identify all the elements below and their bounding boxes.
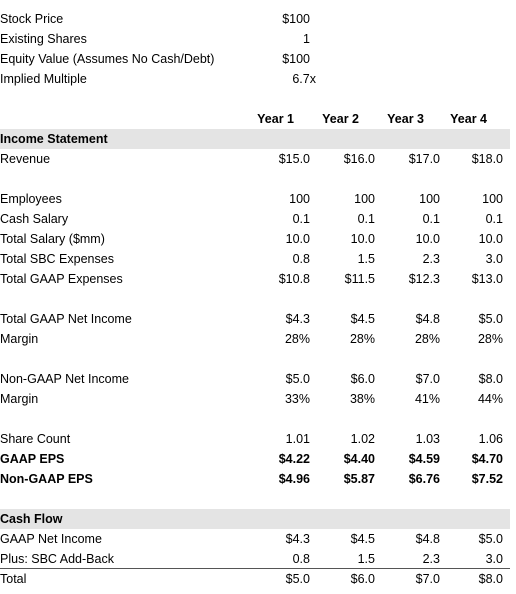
cell-value: $16.0 [343, 152, 375, 166]
cell-value: $4.70 [471, 452, 503, 466]
cell-value: 38% [349, 392, 375, 406]
section-band [0, 509, 510, 529]
row-label: GAAP EPS [0, 452, 65, 466]
row-label: Margin [0, 392, 39, 406]
cell-value: $6.76 [408, 472, 440, 486]
cell-value: 0.8 [292, 252, 310, 266]
cell-value: $5.0 [285, 372, 310, 386]
section-band [0, 129, 510, 149]
cell-value: 0.1 [485, 212, 503, 226]
row-border [0, 568, 510, 569]
cell-value: 1.02 [350, 432, 375, 446]
cell-value: 2.3 [422, 552, 440, 566]
column-header: Year 2 [322, 112, 359, 126]
cell-value: $4.96 [278, 472, 310, 486]
cell-value: 100 [482, 192, 503, 206]
cell-value: 100 [354, 192, 375, 206]
cell-value: 2.3 [422, 252, 440, 266]
cell-value: 41% [414, 392, 440, 406]
cell-value: 1.03 [415, 432, 440, 446]
cell-value: 0.1 [357, 212, 375, 226]
cell-value: 0.1 [292, 212, 310, 226]
row-label: Non-GAAP EPS [0, 472, 93, 486]
summary-label: Implied Multiple [0, 72, 87, 86]
row-label: GAAP Net Income [0, 532, 102, 546]
cell-value: 0.1 [422, 212, 440, 226]
cell-value: $7.0 [415, 372, 440, 386]
summary-value: $100 [282, 52, 310, 66]
row-label: Employees [0, 192, 62, 206]
row-label: Revenue [0, 152, 51, 166]
cell-value: 3.0 [485, 552, 503, 566]
column-header: Year 1 [257, 112, 294, 126]
summary-label: Stock Price [0, 12, 64, 26]
cell-value: $6.0 [350, 372, 375, 386]
cell-value: $4.8 [415, 532, 440, 546]
cell-value: $4.3 [285, 312, 310, 326]
cell-value: $12.3 [408, 272, 440, 286]
cell-value: 10.0 [415, 232, 440, 246]
cell-value: 1.5 [357, 552, 375, 566]
cell-value: 1.01 [285, 432, 310, 446]
cell-value: 100 [289, 192, 310, 206]
cell-value: 44% [477, 392, 503, 406]
row-label: Total Salary ($mm) [0, 232, 105, 246]
cell-value: $4.59 [408, 452, 440, 466]
cell-value: $5.0 [478, 532, 503, 546]
cell-value: $4.22 [278, 452, 310, 466]
section-title: Income Statement [0, 132, 108, 146]
row-label: Cash Salary [0, 212, 69, 226]
summary-label: Equity Value (Assumes No Cash/Debt) [0, 52, 215, 66]
cell-value: $11.5 [344, 272, 375, 286]
section-title: Cash Flow [0, 512, 63, 526]
column-header: Year 4 [450, 112, 487, 126]
cell-value: $5.87 [343, 472, 375, 486]
row-label: Margin [0, 332, 39, 346]
cell-value: $8.0 [478, 572, 503, 586]
cell-value: $15.0 [278, 152, 310, 166]
row-label: Total SBC Expenses [0, 252, 114, 266]
row-label: Total GAAP Expenses [0, 272, 123, 286]
cell-value: 33% [284, 392, 310, 406]
cell-value: $8.0 [478, 372, 503, 386]
cell-value: 28% [477, 332, 503, 346]
cell-value: $7.0 [415, 572, 440, 586]
summary-value: 1 [303, 32, 310, 46]
cell-value: $4.3 [285, 532, 310, 546]
cell-value: $4.5 [350, 312, 375, 326]
summary-value: 6.7x [292, 72, 316, 86]
cell-value: 10.0 [478, 232, 503, 246]
cell-value: 10.0 [350, 232, 375, 246]
summary-label: Existing Shares [0, 32, 87, 46]
cell-value: 10.0 [285, 232, 310, 246]
cell-value: $4.40 [343, 452, 375, 466]
cell-value: 28% [414, 332, 440, 346]
cell-value: 28% [284, 332, 310, 346]
cell-value: 3.0 [485, 252, 503, 266]
cell-value: 1.5 [357, 252, 375, 266]
cell-value: $10.8 [278, 272, 310, 286]
cell-value: $5.0 [478, 312, 503, 326]
cell-value: $17.0 [408, 152, 440, 166]
cell-value: $18.0 [471, 152, 503, 166]
cell-value: $13.0 [471, 272, 503, 286]
cell-value: $4.8 [415, 312, 440, 326]
column-header: Year 3 [387, 112, 424, 126]
row-label: Total GAAP Net Income [0, 312, 132, 326]
cell-value: $7.52 [471, 472, 503, 486]
row-label: Total [0, 572, 27, 586]
row-label: Non-GAAP Net Income [0, 372, 129, 386]
cell-value: $5.0 [285, 572, 310, 586]
cell-value: 1.06 [478, 432, 503, 446]
cell-value: 28% [349, 332, 375, 346]
row-label: Share Count [0, 432, 71, 446]
cell-value: 100 [419, 192, 440, 206]
cell-value: $4.5 [350, 532, 375, 546]
cell-value: 0.8 [292, 552, 310, 566]
row-label: Plus: SBC Add-Back [0, 552, 114, 566]
cell-value: $6.0 [350, 572, 375, 586]
summary-value: $100 [282, 12, 310, 26]
